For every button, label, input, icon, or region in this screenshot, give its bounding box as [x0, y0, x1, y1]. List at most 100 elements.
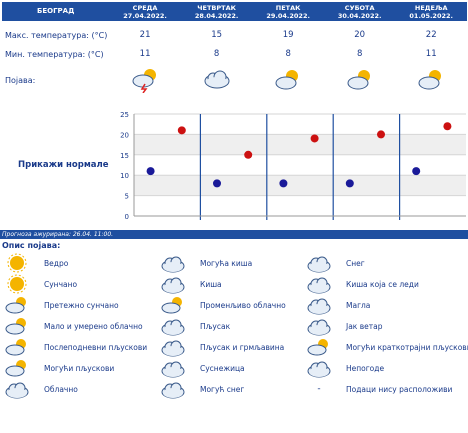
- min-temp-point: [146, 167, 155, 176]
- cloud-sun-icon: [347, 70, 370, 90]
- max-temp-value: 22: [425, 30, 437, 40]
- update-timestamp: Прогноза ажурирана: 26.04. 11:00.: [0, 230, 468, 239]
- legend-label: Пљусак: [200, 321, 231, 331]
- legend-label: Сунчано: [44, 279, 78, 289]
- legend-item: Облачно: [4, 379, 78, 399]
- city-label: БЕОГРАД: [37, 7, 75, 15]
- legend-title: Опис појава:: [2, 241, 61, 250]
- max-temp-value: 19: [282, 30, 294, 40]
- cloud-rain-icon: [161, 277, 185, 294]
- min-temp-label: Мин. температура: (°C): [5, 49, 104, 59]
- legend-label: Киша која се леди: [346, 279, 419, 289]
- cloud-sun-small-icon: [5, 318, 26, 335]
- min-temp-row: Мин. температура: (°C) 11 8 8 8 11: [2, 43, 467, 65]
- sun-cloud-icon: [5, 297, 26, 314]
- max-temp-point: [443, 122, 452, 131]
- min-temp-value: 8: [356, 49, 363, 59]
- legend-item: Могући пљускови: [4, 358, 114, 378]
- phenomenon-label: Појава:: [5, 75, 36, 85]
- legend-label: Пљусак и грмљавина: [200, 342, 285, 352]
- day-header: СРЕДА 27.04.2022.: [123, 4, 167, 20]
- phenomenon-row: Појава:: [2, 64, 467, 96]
- sun-haze-icon: [7, 274, 27, 294]
- legend-item: Суснежица: [160, 358, 245, 378]
- y-tick-label: 15: [120, 152, 129, 160]
- legend-label: Променљиво облачно: [200, 300, 286, 310]
- legend-label: Киша: [200, 279, 222, 289]
- legend-item: Могући краткотрајни пљускови: [306, 337, 468, 357]
- legend-item: Пљусак и грмљавина: [160, 337, 284, 357]
- legend-label: Могућ снег: [200, 384, 245, 394]
- legend-item: Могућа киша: [160, 253, 252, 273]
- legend-label: Могући краткотрајни пљускови: [346, 342, 468, 352]
- sun-icon: [7, 253, 27, 273]
- max-temp-label: Макс. температура: (°C): [5, 30, 108, 40]
- forecast-header: БЕОГРАД СРЕДА 27.04.2022. ЧЕТВРТАК 28.04.2…: [2, 2, 467, 21]
- cloud-sun-thunder-icon: [307, 339, 328, 356]
- legend-label: Јак ветар: [346, 321, 383, 331]
- legend-label: Ведро: [44, 258, 69, 268]
- legend-item: Јак ветар: [306, 316, 382, 336]
- min-temp-value: 8: [213, 49, 220, 59]
- min-temp-value: 11: [139, 49, 151, 59]
- legend-label: Претежно сунчано: [44, 300, 119, 310]
- legend-label: Мало и умерено облачно: [44, 321, 143, 331]
- cloud-thunder-icon: [161, 340, 185, 357]
- y-tick-label: 20: [120, 131, 129, 139]
- max-temp-row: Макс. температура: (°C) 21 15 19 20 22: [2, 24, 467, 46]
- cloud-sleet-icon: [161, 361, 185, 378]
- legend-item: Сунчано: [4, 274, 77, 294]
- legend-item: Киша која се леди: [306, 274, 419, 294]
- day-header: ЧЕТВРТАК 28.04.2022.: [194, 4, 239, 20]
- legend-label: Непогоде: [346, 363, 385, 373]
- y-tick-label: 0: [125, 213, 129, 221]
- fog-icon: [307, 298, 331, 315]
- legend-label: Снег: [346, 258, 365, 268]
- legend-label: Подаци нису расположиви: [346, 384, 453, 394]
- legend-item: Непогоде: [306, 358, 384, 378]
- cloud-drizzle-icon: [161, 256, 185, 273]
- y-tick-label: 5: [125, 193, 129, 201]
- cloud-snow-icon: [307, 256, 331, 273]
- legend-label: Облачно: [44, 384, 78, 394]
- cloud-sun-icon: [275, 70, 299, 90]
- cloud-snow-possible-icon: [161, 382, 185, 399]
- max-temp-value: 20: [354, 30, 366, 40]
- legend-item: Променљиво облачно: [160, 295, 286, 315]
- cloud-icon: [204, 70, 230, 89]
- cloud-sun-shower-icon: [5, 339, 26, 356]
- max-temp-point: [244, 150, 253, 159]
- grid-band: [134, 134, 466, 155]
- cloud-icon: [5, 382, 29, 399]
- max-temp-point: [177, 126, 186, 135]
- cloud-sun-icon: [418, 70, 442, 90]
- day-header: ПЕТАК 29.04.2022.: [266, 4, 310, 20]
- max-temp-value: 15: [211, 30, 223, 40]
- max-temp-point: [310, 134, 319, 143]
- max-temp-point: [377, 130, 386, 139]
- cloud-sun-lightning-icon: [132, 69, 157, 93]
- day-header: НЕДЕЉА 01.05.2022.: [409, 4, 453, 20]
- min-temp-point: [412, 167, 421, 176]
- min-temp-value: 8: [285, 49, 291, 59]
- legend-item: Магла: [306, 295, 370, 315]
- dash-icon: -: [317, 384, 321, 394]
- legend-label: Могући пљускови: [44, 363, 115, 373]
- cloud-freezing-rain-icon: [307, 277, 331, 294]
- legend-item: Могућ снег: [160, 379, 244, 399]
- temperature-chart: 0 5 10 15 20 25: [120, 111, 466, 221]
- day-header: СУБОТА 30.04.2022.: [337, 4, 382, 20]
- legend-label: Магла: [346, 300, 371, 310]
- show-normals-link[interactable]: Прикажи нормале: [18, 160, 109, 170]
- cloud-sun-variable-icon: [161, 297, 182, 314]
- legend-label: Могућа киша: [200, 258, 253, 268]
- y-tick-label: 10: [120, 172, 129, 180]
- grid-band: [134, 175, 466, 196]
- legend-item: - Подаци нису расположиви: [306, 379, 452, 399]
- min-temp-value: 11: [425, 49, 437, 59]
- legend-item: Ведро: [4, 253, 68, 273]
- legend-item: Пљусак: [160, 316, 230, 336]
- legend-item: Послеподневни пљускови: [4, 337, 147, 357]
- y-tick-label: 25: [120, 111, 129, 119]
- wind-icon: [307, 319, 331, 336]
